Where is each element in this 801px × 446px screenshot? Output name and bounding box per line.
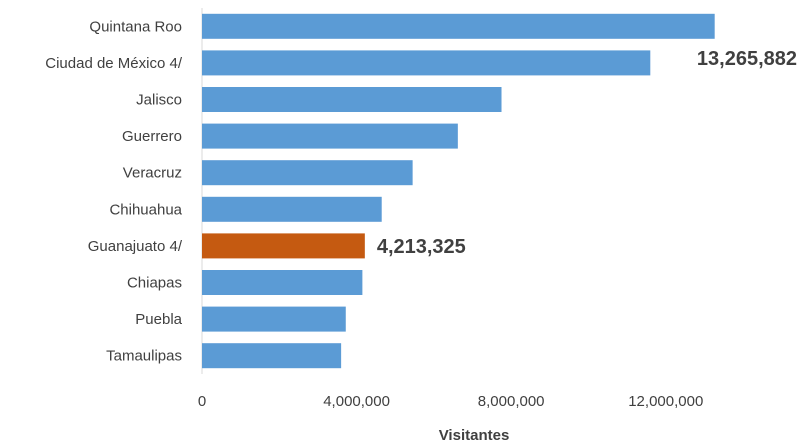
category-label-9: Tamaulipas — [106, 348, 182, 365]
data-labels: 13,265,882 4,213,325 — [377, 48, 797, 258]
bar-5 — [202, 196, 382, 222]
category-label-8: Puebla — [135, 311, 182, 328]
x-tick-label-1: 4,000,000 — [323, 393, 390, 410]
x-axis-title: Visitantes — [439, 427, 510, 444]
category-labels: Quintana Roo Ciudad de México 4/Jalisco Gu… — [45, 18, 183, 364]
x-tick-labels: 0 4,000,000 8,000,000 12,000,000 — [198, 393, 703, 410]
bar-2 — [202, 87, 502, 112]
category-label-4: Veracruz — [123, 165, 182, 182]
category-label-2: Jalisco — [136, 92, 182, 109]
x-tick-label-2: 8,000,000 — [478, 393, 545, 410]
data-label-1: 4,213,325 — [377, 236, 466, 258]
bar-8 — [202, 306, 346, 332]
category-label-1: Ciudad de México 4/ — [45, 55, 183, 72]
category-label-7: Chiapas — [127, 275, 182, 292]
x-tick-label-3: 12,000,000 — [628, 393, 703, 410]
bar-7 — [202, 270, 363, 295]
bar-1 — [202, 50, 651, 76]
category-label-6: Guanajuato 4/ — [88, 238, 183, 255]
bar-0 — [202, 13, 715, 39]
bars-group — [202, 13, 715, 369]
bar-6 — [202, 233, 365, 259]
data-label-0: 13,265,882 — [697, 48, 797, 70]
category-label-0: Quintana Roo — [89, 18, 182, 35]
bar-4 — [202, 160, 413, 186]
x-tick-label-0: 0 — [198, 393, 206, 410]
bar-9 — [202, 343, 342, 369]
category-label-3: Guerrero — [122, 128, 182, 145]
category-label-5: Chihuahua — [109, 201, 182, 218]
bar-3 — [202, 123, 458, 149]
